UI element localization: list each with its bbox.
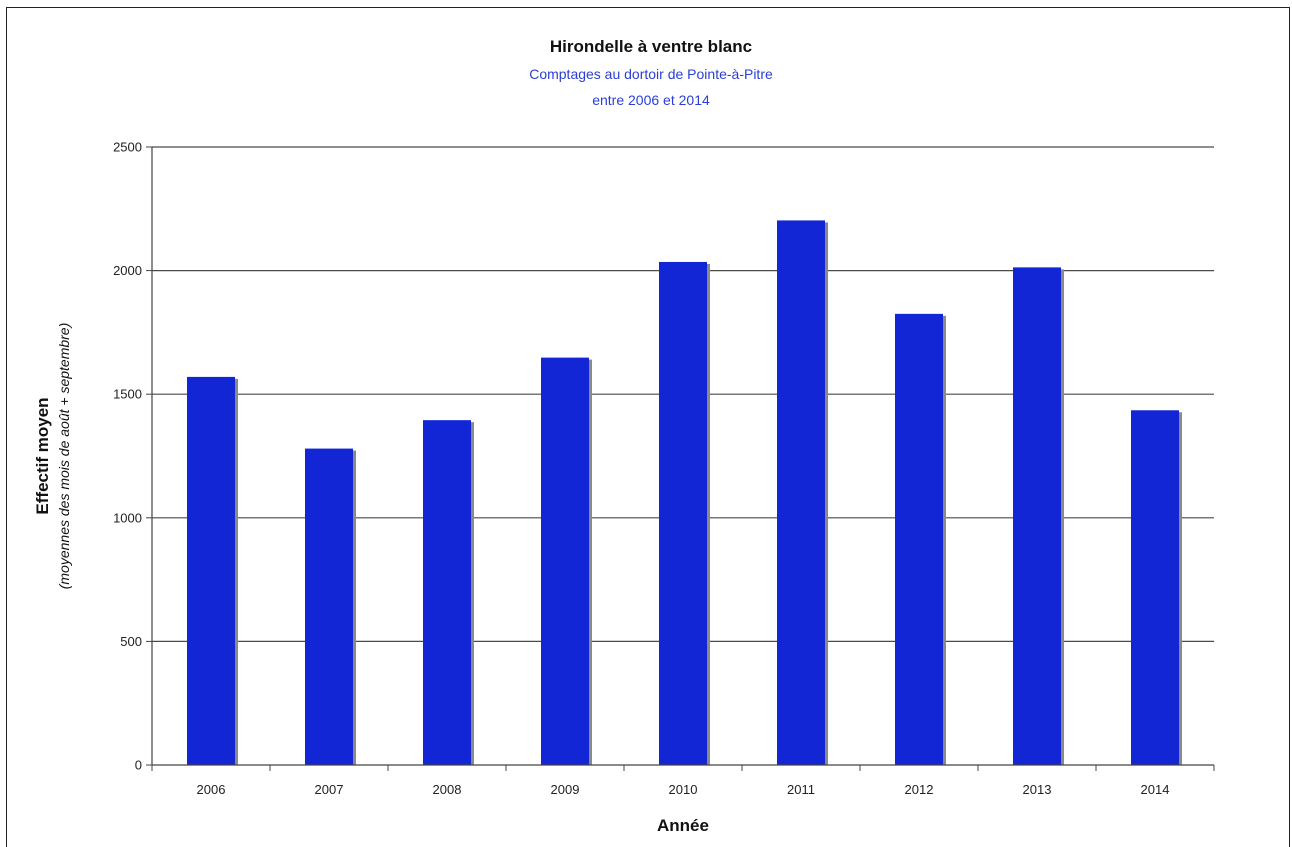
- y-tick-label: 1000: [113, 510, 142, 525]
- y-tick-label: 2000: [113, 263, 142, 278]
- y-tick-labels: 0 500 1000 1500 2000 2500: [113, 140, 142, 773]
- chart-subtitle-line-2: entre 2006 et 2014: [592, 92, 710, 108]
- x-tick-label: 2013: [1023, 782, 1052, 797]
- bar-2009: [541, 357, 589, 765]
- bar-2010: [659, 261, 707, 765]
- bars: [187, 220, 1182, 765]
- x-tick-label: 2014: [1141, 782, 1170, 797]
- bar-2007: [305, 448, 353, 765]
- x-tick-labels: 2006 2007 2008 2009 2010 2011 2012 2013 2014: [197, 782, 1170, 797]
- axes: [146, 146, 1215, 771]
- y-tick-label: 1500: [113, 387, 142, 402]
- chart-title: Hirondelle à ventre blanc: [550, 37, 752, 56]
- bar-2006: [187, 376, 235, 765]
- y-tick-label: 0: [135, 758, 142, 773]
- bar-2013: [1013, 267, 1061, 765]
- x-tick-label: 2012: [905, 782, 934, 797]
- bar-2012: [895, 313, 943, 765]
- x-tick-label: 2007: [315, 782, 344, 797]
- x-tick-label: 2011: [787, 782, 815, 797]
- x-tick-label: 2008: [433, 782, 462, 797]
- x-tick-label: 2010: [669, 782, 698, 797]
- chart-frame: [6, 7, 1290, 847]
- chart-subtitle-line-1: Comptages au dortoir de Pointe-à-Pitre: [529, 66, 773, 82]
- y-axis-subtitle: (moyennes des mois de août + septembre): [56, 323, 72, 590]
- x-tick-label: 2009: [551, 782, 580, 797]
- bar-2014: [1131, 410, 1179, 765]
- bar-2011: [777, 220, 825, 765]
- x-axis-title: Année: [657, 816, 709, 835]
- y-axis-title: Effectif moyen: [33, 397, 52, 514]
- y-tick-label: 500: [120, 634, 142, 649]
- bar-2008: [423, 420, 471, 765]
- x-tick-label: 2006: [197, 782, 226, 797]
- y-tick-label: 2500: [113, 140, 142, 155]
